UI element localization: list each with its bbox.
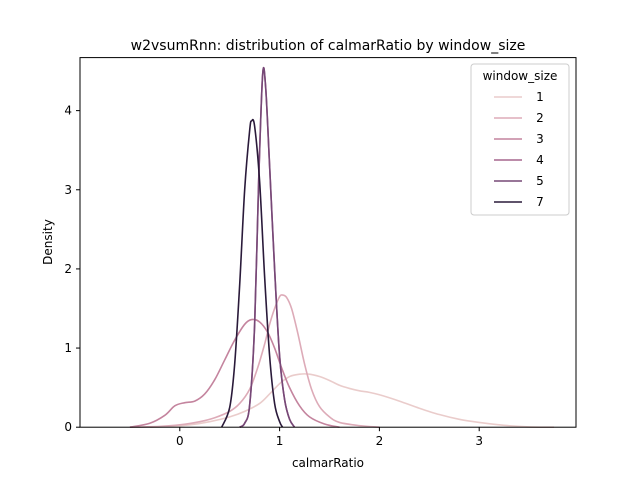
x-axis-label: calmarRatio <box>292 456 364 470</box>
plot-frame <box>79 57 577 428</box>
y-tick-label: 2 <box>64 262 72 276</box>
y-tick-label: 4 <box>64 104 72 118</box>
density-curve-1 <box>149 373 555 429</box>
legend-title: window_size <box>483 69 558 83</box>
x-tick-label: 0 <box>176 434 184 448</box>
x-tick-label: 3 <box>475 434 483 448</box>
density-curve-7 <box>220 118 284 428</box>
legend-label-7: 7 <box>536 195 544 209</box>
x-tick-label: 2 <box>376 434 384 448</box>
density-curve-5 <box>239 67 296 428</box>
legend-label-2: 2 <box>536 111 544 125</box>
legend-label-5: 5 <box>536 174 544 188</box>
y-tick-label: 3 <box>64 183 72 197</box>
legend-label-1: 1 <box>536 90 544 104</box>
chart-title: w2vsumRnn: distribution of calmarRatio b… <box>131 38 526 54</box>
y-tick-label: 0 <box>64 420 72 434</box>
legend: window_size 1 2 3 4 5 7 <box>470 63 570 216</box>
y-axis: 0 1 2 3 4 <box>64 104 80 434</box>
y-tick-label: 1 <box>64 341 72 355</box>
x-tick-label: 1 <box>276 434 284 448</box>
legend-label-4: 4 <box>536 153 544 167</box>
y-axis-label: Density <box>41 219 55 265</box>
density-curve-3 <box>129 318 340 428</box>
x-axis: 0 1 2 3 <box>176 427 483 448</box>
density-curve-2 <box>129 294 380 428</box>
legend-label-3: 3 <box>536 132 544 146</box>
curves-layer <box>129 67 555 429</box>
